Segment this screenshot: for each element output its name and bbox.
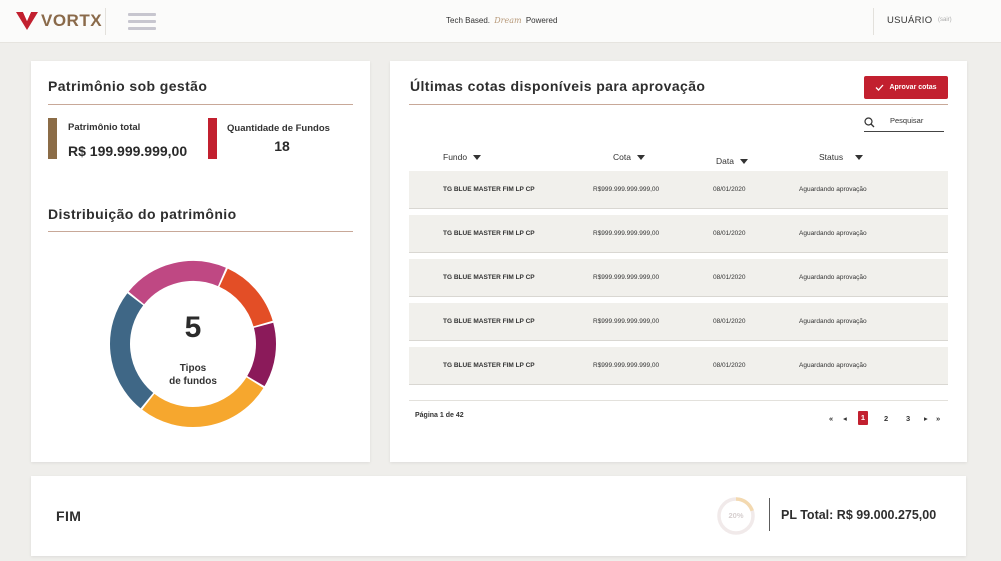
donut-label-line1: Tipos: [179, 363, 207, 374]
vortx-logo-icon: [16, 12, 38, 30]
fim-title: FIM: [56, 508, 82, 524]
column-header-status[interactable]: Status: [819, 152, 864, 162]
funds-label: Quantidade de Fundos: [227, 123, 330, 134]
column-header-cota[interactable]: Cota: [613, 152, 645, 162]
cell-quota: R$999.999.999.999,00: [593, 318, 660, 325]
cell-date: 08/01/2020: [713, 186, 746, 193]
table-row[interactable]: TG BLUE MASTER FIM LP CP R$999.999.999.9…: [409, 215, 948, 253]
table-row[interactable]: TG BLUE MASTER FIM LP CP R$999.999.999.9…: [409, 347, 948, 385]
tagline-script: Dream: [494, 16, 522, 25]
cell-quota: R$999.999.999.999,00: [593, 362, 660, 369]
column-header-fundo[interactable]: Fundo: [443, 152, 482, 162]
divider: [48, 104, 353, 105]
quotas-title: Últimas cotas disponíveis para aprovação: [410, 78, 706, 94]
donut-segment-1: [219, 268, 273, 327]
funds-color-bar: [208, 118, 217, 159]
check-icon: [875, 84, 884, 91]
cell-fund: TG BLUE MASTER FIM LP CP: [443, 362, 535, 369]
cell-date: 08/01/2020: [713, 362, 746, 369]
donut-center-label: Tipos de fundos: [105, 362, 281, 388]
search-input[interactable]: [890, 116, 944, 125]
divider: [873, 8, 874, 35]
page-button-1[interactable]: 1: [858, 411, 868, 425]
divider: [769, 498, 770, 531]
divider: [409, 400, 948, 401]
user-name[interactable]: USUÁRIO: [887, 15, 933, 26]
cell-status: Aguardando aprovação: [799, 274, 867, 281]
column-header-label: Cota: [613, 152, 631, 162]
tagline-after: Powered: [525, 16, 558, 25]
divider: [105, 8, 106, 35]
donut-chart: [110, 261, 276, 427]
prev-page-icon[interactable]: ◂: [843, 414, 847, 423]
donut-segment-5: [128, 261, 226, 305]
funds-value: 18: [274, 138, 290, 154]
cell-status: Aguardando aprovação: [799, 230, 867, 237]
cell-status: Aguardando aprovação: [799, 362, 867, 369]
donut-segment-2: [247, 322, 276, 387]
cell-fund: TG BLUE MASTER FIM LP CP: [443, 186, 535, 193]
search-icon: [864, 117, 875, 128]
divider: [409, 104, 948, 105]
total-color-bar: [48, 118, 57, 159]
sort-caret-icon: [855, 154, 864, 160]
divider: [48, 231, 353, 232]
ring-progress: [735, 497, 754, 512]
tagline: Tech Based. Dream Powered: [446, 16, 557, 25]
table-row[interactable]: TG BLUE MASTER FIM LP CP R$999.999.999.9…: [409, 303, 948, 341]
total-value: R$ 199.999.999,00: [68, 143, 188, 159]
cell-quota: R$999.999.999.999,00: [593, 230, 660, 237]
cell-fund: TG BLUE MASTER FIM LP CP: [443, 274, 535, 281]
cell-date: 08/01/2020: [713, 274, 746, 281]
donut-label-line2: de fundos: [169, 376, 217, 387]
menu-icon[interactable]: [128, 13, 156, 31]
last-page-icon[interactable]: »: [936, 414, 941, 423]
vortx-logo[interactable]: VORTX: [16, 11, 102, 31]
search-box[interactable]: [864, 115, 944, 132]
approve-quotas-label: Aprovar cotas: [889, 84, 937, 91]
sort-caret-icon: [473, 154, 482, 160]
logout-link[interactable]: (sair): [938, 17, 952, 23]
column-header-label: Fundo: [443, 152, 468, 162]
patrimonio-card: Patrimônio sob gestão Patrimônio total R…: [31, 61, 370, 462]
tagline-before: Tech Based.: [446, 16, 491, 25]
pl-total: PL Total: R$ 99.000.275,00: [781, 508, 937, 522]
fim-percent-ring: [717, 497, 755, 535]
sort-caret-icon: [636, 154, 645, 160]
column-header-data[interactable]: Data: [716, 156, 748, 166]
quotas-card: Últimas cotas disponíveis para aprovação…: [390, 61, 967, 462]
total-label: Patrimônio total: [68, 122, 141, 133]
table-row[interactable]: TG BLUE MASTER FIM LP CP R$999.999.999.9…: [409, 171, 948, 209]
approve-quotas-button[interactable]: Aprovar cotas: [864, 76, 948, 99]
cell-date: 08/01/2020: [713, 318, 746, 325]
fim-card: FIM 20% PL Total: R$ 99.000.275,00: [31, 476, 966, 556]
donut-segment-3: [142, 377, 264, 427]
sort-caret-icon: [739, 158, 748, 164]
distribution-title: Distribuição do patrimônio: [48, 206, 237, 222]
donut-center-number: 5: [184, 311, 202, 344]
donut-segment-4: [110, 293, 154, 409]
page-button-2[interactable]: 2: [884, 414, 889, 423]
column-header-label: Data: [716, 156, 734, 166]
cell-status: Aguardando aprovação: [799, 186, 867, 193]
top-bar: VORTX Tech Based. Dream Powered USUÁRIO …: [0, 0, 1001, 43]
column-header-label: Status: [819, 152, 844, 162]
cell-date: 08/01/2020: [713, 230, 746, 237]
first-page-icon[interactable]: «: [829, 414, 834, 423]
brand-name: VORTX: [41, 11, 103, 30]
page-button-3[interactable]: 3: [906, 414, 911, 423]
patrimonio-title: Patrimônio sob gestão: [48, 78, 208, 94]
cell-quota: R$999.999.999.999,00: [593, 186, 660, 193]
table-row[interactable]: TG BLUE MASTER FIM LP CP R$999.999.999.9…: [409, 259, 948, 297]
fim-percent: 20%: [728, 511, 744, 520]
page-info: Página 1 de 42: [415, 412, 464, 419]
cell-fund: TG BLUE MASTER FIM LP CP: [443, 318, 535, 325]
cell-fund: TG BLUE MASTER FIM LP CP: [443, 230, 535, 237]
distribution-donut: 5 Tipos de fundos: [105, 256, 281, 432]
cell-status: Aguardando aprovação: [799, 318, 867, 325]
cell-quota: R$999.999.999.999,00: [593, 274, 660, 281]
next-page-icon[interactable]: ▸: [924, 414, 928, 423]
